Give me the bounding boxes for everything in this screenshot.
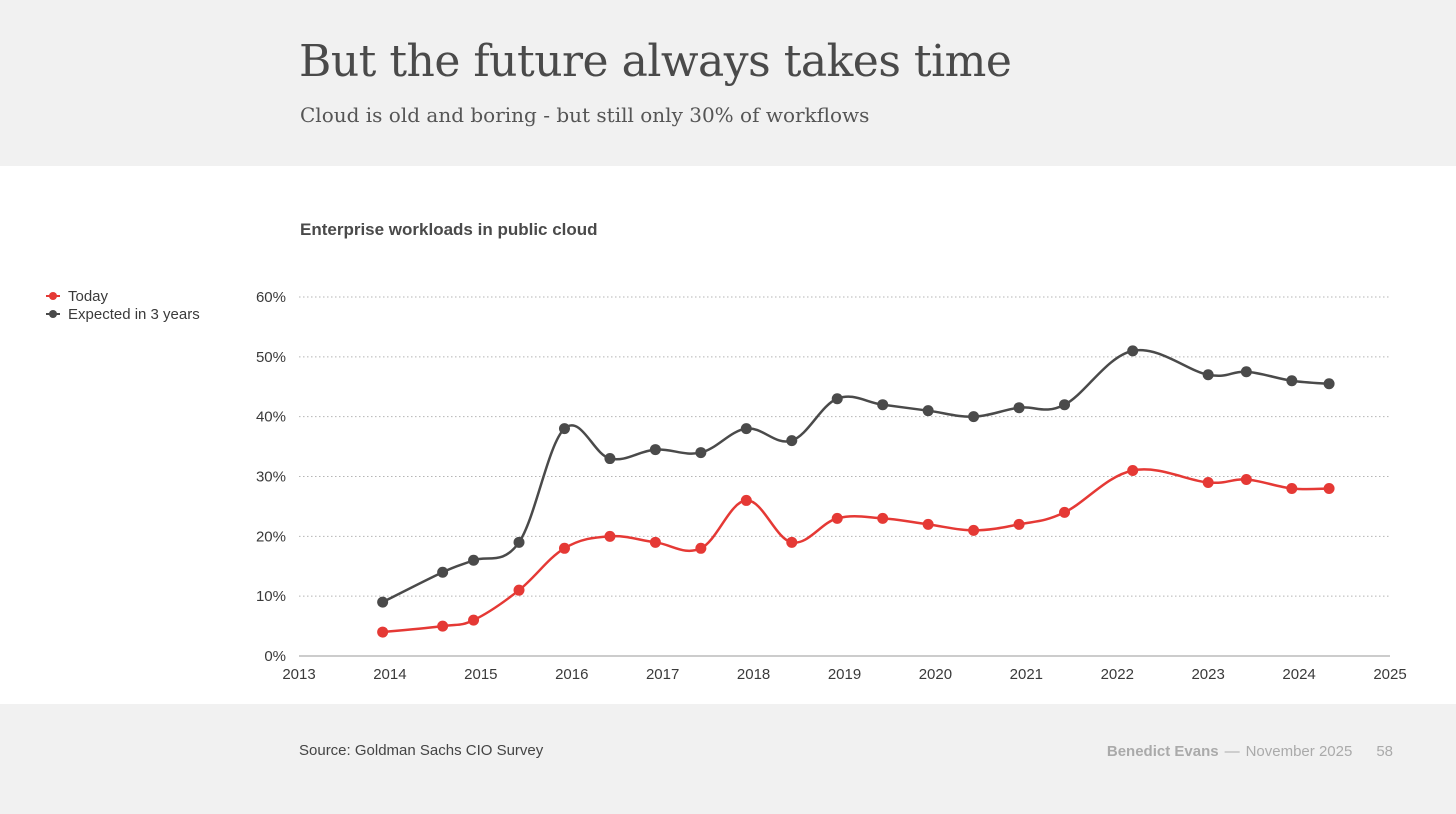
data-point-expected (1240, 366, 1252, 378)
legend-item-expected: Expected in 3 years (46, 305, 200, 323)
y-tick-label: 50% (256, 349, 286, 366)
data-point-today (1059, 506, 1071, 518)
data-point-expected (468, 554, 480, 566)
data-point-today (1240, 473, 1252, 485)
series-line-expected (381, 348, 1331, 604)
x-tick-label: 2018 (737, 666, 770, 683)
data-point-expected (740, 423, 752, 435)
data-point-today (558, 542, 570, 554)
x-tick-label: 2021 (1010, 666, 1043, 683)
data-point-today (1127, 465, 1139, 477)
x-tick-label: 2025 (1373, 666, 1406, 683)
source-note: Source: Goldman Sachs CIO Survey (299, 742, 544, 759)
data-point-today (649, 536, 661, 548)
data-point-today (1013, 518, 1025, 530)
data-point-expected (786, 435, 798, 447)
y-tick-label: 0% (264, 648, 286, 665)
series-line-today (381, 468, 1331, 634)
x-tick-label: 2017 (646, 666, 679, 683)
data-point-today (604, 530, 616, 542)
y-tick-label: 30% (256, 469, 286, 486)
legend-label-expected: Expected in 3 years (68, 305, 200, 323)
credit-separator: — (1224, 743, 1240, 760)
data-point-today (877, 512, 889, 524)
legend-swatch-expected (46, 309, 60, 319)
credit: Benedict Evans — November 2025 58 (1107, 743, 1393, 760)
footer-band (0, 704, 1456, 814)
data-point-today (468, 614, 480, 626)
x-tick-label: 2019 (828, 666, 861, 683)
data-point-expected (437, 566, 449, 578)
data-point-expected (513, 536, 525, 548)
page-number: 58 (1376, 743, 1393, 760)
x-tick-label: 2022 (1101, 666, 1134, 683)
data-point-today (968, 524, 980, 536)
legend-item-today: Today (46, 287, 200, 305)
header-band: But the future always takes time Cloud i… (0, 0, 1456, 166)
x-tick-label: 2014 (373, 666, 406, 683)
x-tick-label: 2023 (1191, 666, 1224, 683)
data-point-today (1323, 482, 1335, 494)
data-point-expected (831, 393, 843, 405)
data-point-today (831, 512, 843, 524)
data-point-today (695, 542, 707, 554)
data-point-today (1286, 482, 1298, 494)
data-point-today (786, 536, 798, 548)
legend-swatch-today (46, 291, 60, 301)
x-tick-label: 2013 (282, 666, 315, 683)
data-point-expected (877, 399, 889, 411)
data-point-expected (1059, 399, 1071, 411)
y-tick-label: 40% (256, 409, 286, 426)
data-point-expected (649, 444, 661, 456)
x-tick-label: 2015 (464, 666, 497, 683)
chart-title: Enterprise workloads in public cloud (300, 220, 598, 239)
legend-label-today: Today (68, 287, 109, 305)
data-point-today (377, 626, 389, 638)
data-point-today (922, 518, 934, 530)
data-point-expected (558, 423, 570, 435)
data-point-expected (922, 405, 934, 417)
data-point-today (1202, 476, 1214, 488)
data-point-expected (968, 411, 980, 423)
page-title: But the future always takes time (299, 36, 1012, 87)
author-name: Benedict Evans (1106, 743, 1219, 760)
data-point-expected (377, 596, 389, 608)
chart-legend: Today Expected in 3 years (46, 287, 200, 323)
page-subtitle: Cloud is old and boring - but still only… (300, 103, 870, 127)
data-point-expected (604, 453, 616, 465)
x-tick-label: 2024 (1282, 666, 1315, 683)
x-tick-label: 2020 (919, 666, 952, 683)
data-point-expected (695, 447, 707, 459)
data-point-expected (1013, 402, 1025, 414)
data-point-expected (1202, 369, 1214, 381)
data-point-today (437, 620, 449, 632)
y-tick-label: 60% (256, 289, 286, 306)
y-tick-label: 10% (256, 588, 286, 605)
data-point-expected (1127, 345, 1139, 357)
data-point-expected (1323, 378, 1335, 390)
data-point-today (740, 494, 752, 506)
credit-date: November 2025 (1245, 743, 1353, 760)
x-tick-label: 2016 (555, 666, 588, 683)
data-point-today (513, 584, 525, 596)
data-point-expected (1286, 375, 1298, 387)
y-tick-label: 20% (256, 528, 286, 545)
